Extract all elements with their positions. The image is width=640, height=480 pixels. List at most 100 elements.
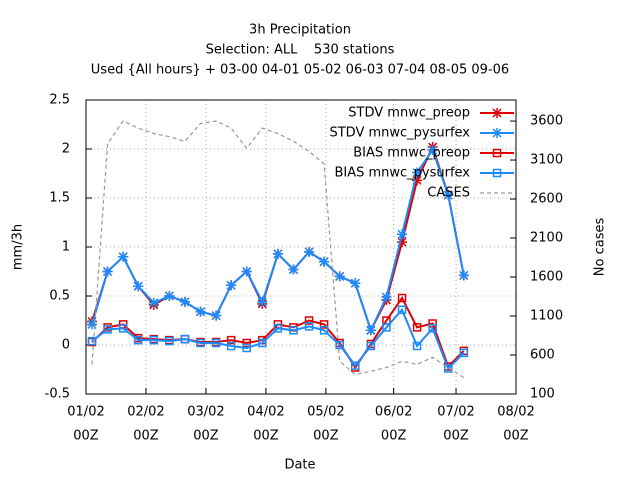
legend-marker <box>492 168 502 178</box>
data-point <box>242 343 251 353</box>
x-tick-label: 00Z <box>313 429 339 444</box>
x-tick-label: 08/02 <box>497 405 534 420</box>
data-point <box>272 248 283 259</box>
data-point <box>335 340 344 350</box>
x-tick-label: 03/02 <box>187 405 224 420</box>
data-point <box>350 278 361 289</box>
data-point <box>412 167 423 178</box>
data-point <box>87 336 97 346</box>
y2-tick-label: 100 <box>530 387 555 402</box>
data-point <box>288 264 299 275</box>
y2-tick-label: 1100 <box>530 309 563 324</box>
data-point <box>412 175 423 186</box>
data-point <box>289 326 298 335</box>
legend-label: STDV mnwc_preop <box>348 106 470 121</box>
y-tick-label: 0.5 <box>49 289 70 304</box>
data-point <box>211 310 222 321</box>
data-point <box>365 325 376 336</box>
series-line <box>91 307 465 371</box>
data-point <box>164 291 175 301</box>
data-point <box>241 266 252 277</box>
data-point <box>304 246 315 257</box>
data-point <box>351 361 360 370</box>
y-tick-label: 0 <box>62 338 70 353</box>
data-point <box>180 334 190 344</box>
data-point <box>397 293 407 303</box>
data-point <box>195 306 206 317</box>
data-point <box>165 336 174 346</box>
data-point <box>319 256 330 267</box>
y2-tick-label: 600 <box>530 348 555 363</box>
data-point <box>102 266 113 277</box>
y-tick-label: 2.5 <box>49 93 70 108</box>
x-tick-label: 06/02 <box>375 405 412 420</box>
y2-tick-label: 3600 <box>530 114 563 129</box>
y2-tick-label: 2600 <box>530 192 563 207</box>
x-tick-label: 00Z <box>381 429 407 444</box>
data-point <box>412 341 422 351</box>
data-point <box>397 237 408 248</box>
legend-marker <box>492 108 502 118</box>
x-tick-label: 02/02 <box>127 405 164 420</box>
data-point <box>382 323 391 332</box>
data-point <box>257 296 268 307</box>
data-point <box>273 324 283 333</box>
data-point <box>258 338 267 348</box>
data-point <box>304 322 314 331</box>
data-point <box>148 297 159 308</box>
data-point <box>179 296 190 307</box>
data-point <box>459 348 469 358</box>
chart-subtitle: Selection: ALL 530 stations <box>206 43 395 58</box>
legend-label: BIAS mnwc_pysurfex <box>334 166 470 181</box>
x-tick-label: 00Z <box>73 429 99 444</box>
x-tick-label: 00Z <box>503 429 529 444</box>
data-point <box>103 325 112 334</box>
data-point <box>458 270 469 281</box>
plot-border <box>85 99 517 395</box>
y-tick-label: 2 <box>62 142 70 157</box>
x-tick-label: 00Z <box>193 429 219 444</box>
data-point <box>133 281 144 292</box>
y2-tick-label: 3100 <box>530 153 563 168</box>
y-tick-label: 1 <box>62 240 70 255</box>
legend-label: BIAS mnwc_preop <box>353 146 470 161</box>
data-point <box>443 190 454 201</box>
data-point <box>412 323 422 332</box>
data-point <box>196 338 205 348</box>
legend-marker <box>492 148 502 158</box>
data-point <box>381 291 392 302</box>
data-point <box>118 324 128 333</box>
data-point <box>133 335 143 345</box>
legend-label: STDV mnwc_pysurfex <box>329 126 470 141</box>
x-axis-label: Date <box>284 458 315 473</box>
data-point <box>366 341 376 351</box>
data-point <box>397 229 408 240</box>
legend-label: CASES <box>427 186 470 201</box>
y2-tick-label: 1600 <box>530 270 563 285</box>
legend-marker <box>492 128 502 138</box>
data-point <box>397 305 407 314</box>
y-tick-label: -0.5 <box>45 387 70 402</box>
x-tick-label: 01/02 <box>67 405 104 420</box>
data-point <box>149 335 159 345</box>
chart-title: 3h Precipitation <box>249 23 351 38</box>
y-axis-label: mm/3h <box>11 224 26 270</box>
chart-subtitle: Used {All hours} + 03-00 04-01 05-02 06-… <box>91 63 509 78</box>
data-point <box>226 341 236 351</box>
y2-axis-label: No cases <box>593 218 608 277</box>
data-point <box>428 324 437 333</box>
data-point <box>226 280 237 291</box>
data-point <box>427 144 438 155</box>
data-point <box>443 364 453 373</box>
data-point <box>86 319 97 330</box>
data-point <box>118 251 129 262</box>
x-tick-label: 00Z <box>443 429 469 444</box>
x-tick-label: 00Z <box>253 429 279 444</box>
y2-tick-label: 2100 <box>530 231 563 246</box>
data-point <box>334 271 345 282</box>
data-point <box>211 338 221 348</box>
y-tick-label: 1.5 <box>49 191 70 206</box>
